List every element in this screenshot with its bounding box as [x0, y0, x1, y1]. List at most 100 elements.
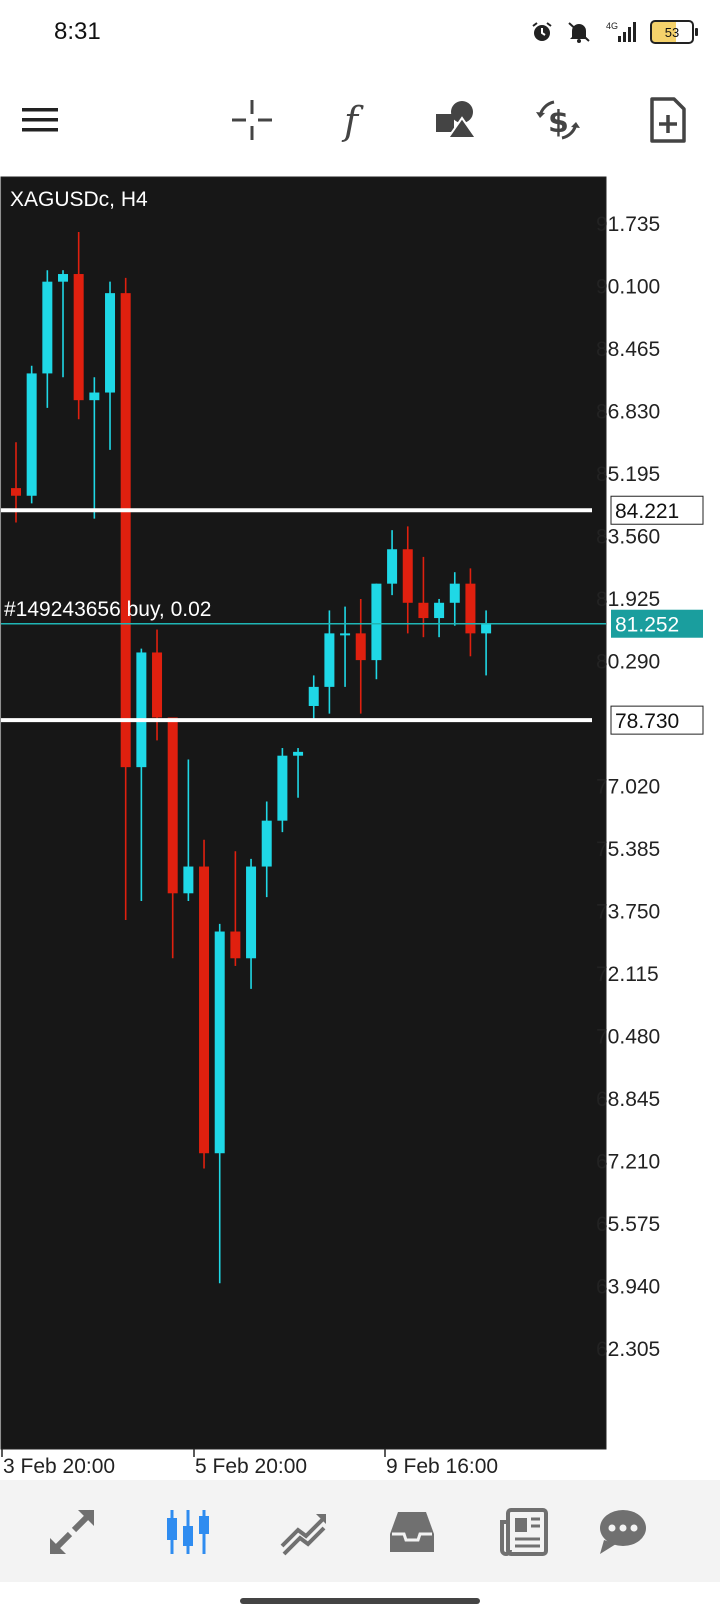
- candle-body: [371, 583, 382, 661]
- candle-body: [340, 633, 351, 636]
- price-tick-label: 90.100: [596, 276, 660, 299]
- current-price-label: 81.252: [615, 614, 679, 637]
- symbol-label: XAGUSDc, H4: [10, 188, 148, 211]
- crosshair-button[interactable]: [228, 96, 276, 144]
- price-tick-label: 80.290: [596, 651, 660, 674]
- price-tick-label: 68.845: [596, 1088, 660, 1111]
- arrows-quotes-icon: [49, 1509, 95, 1555]
- candle-body: [449, 583, 460, 603]
- candle-body: [120, 293, 131, 768]
- candle-body: [26, 373, 37, 496]
- order-label: #149243656 buy, 0.02: [4, 598, 211, 621]
- add-document-icon: [650, 97, 686, 143]
- price-tick-label: 65.575: [596, 1213, 660, 1236]
- candle-body: [105, 293, 116, 393]
- candlestick-chart-icon: [167, 1510, 209, 1554]
- network-type: 4G: [606, 21, 618, 31]
- candle-body: [152, 652, 163, 718]
- quotes-nav[interactable]: [44, 1504, 100, 1560]
- price-tick-label: 83.560: [596, 526, 660, 549]
- price-tick-label: 88.465: [596, 338, 660, 361]
- level-price-label: 78.730: [615, 710, 679, 733]
- mute-icon: [568, 22, 590, 43]
- candlestick-chart[interactable]: 91.735 90.100 88.465 86.830 85.195 83.560 81.9…: [0, 176, 720, 1480]
- price-tick-label: 81.925: [596, 588, 660, 611]
- candle-body: [324, 633, 335, 687]
- candle-body: [402, 549, 413, 603]
- hamburger-menu-icon: [22, 108, 58, 132]
- price-tick-label: 77.020: [596, 776, 660, 799]
- battery-icon: 53: [650, 20, 698, 44]
- trade-button[interactable]: $: [534, 96, 582, 144]
- candle-body: [89, 392, 100, 401]
- candle-body: [387, 549, 398, 584]
- candle-body: [214, 931, 225, 1154]
- news-nav[interactable]: [496, 1504, 552, 1560]
- candle-body: [434, 602, 445, 619]
- candle-body: [58, 274, 69, 282]
- candle-body: [481, 623, 492, 634]
- candle-body: [11, 488, 21, 496]
- price-tick-label: 86.830: [596, 401, 660, 424]
- price-tick-label: 91.735: [596, 213, 660, 236]
- level-price-box: [610, 495, 704, 525]
- status-bar: 8:31 4G 53: [0, 0, 720, 66]
- newspaper-icon: [500, 1508, 548, 1556]
- crosshair-icon: [232, 100, 272, 140]
- candle-body: [183, 866, 194, 894]
- candle-body: [293, 751, 304, 756]
- candle-body: [246, 866, 257, 959]
- price-tick-label: 85.195: [596, 463, 660, 486]
- alarm-icon: [532, 22, 552, 41]
- candle-body: [355, 633, 366, 661]
- svg-text:$: $: [548, 105, 569, 140]
- time-axis-label: 5 Feb 20:00: [195, 1455, 307, 1478]
- status-time: 8:31: [54, 18, 101, 45]
- bottom-navigation: [0, 1480, 720, 1582]
- candle-body: [136, 652, 147, 768]
- candle-body: [167, 717, 178, 894]
- time-axis-label: 3 Feb 20:00: [3, 1455, 115, 1478]
- shapes-icon: [436, 101, 478, 139]
- price-tick-label: 62.305: [596, 1338, 660, 1361]
- candle-body: [418, 602, 429, 619]
- trade-nav[interactable]: [276, 1504, 332, 1560]
- level-price-label: 84.221: [615, 500, 679, 523]
- indicators-button[interactable]: f: [330, 96, 378, 144]
- history-nav[interactable]: [384, 1504, 440, 1560]
- signal-icon: 4G: [606, 21, 636, 42]
- inbox-tray-icon: [390, 1512, 434, 1552]
- svg-text:f: f: [341, 99, 364, 142]
- battery-level: 53: [664, 24, 680, 40]
- price-tick-label: 63.940: [596, 1276, 660, 1299]
- candle-body: [42, 281, 53, 374]
- candle-body: [73, 274, 84, 401]
- messages-nav[interactable]: [594, 1504, 650, 1560]
- chart-nav[interactable]: [160, 1504, 216, 1560]
- new-order-button[interactable]: [644, 96, 692, 144]
- trend-lines-icon: [280, 1514, 326, 1556]
- dollar-refresh-icon: $: [536, 100, 580, 140]
- home-indicator[interactable]: [240, 1598, 480, 1604]
- candle-body: [199, 866, 210, 1154]
- candle-body: [465, 583, 476, 634]
- price-tick-label: 67.210: [596, 1151, 660, 1174]
- menu-button[interactable]: [16, 96, 64, 144]
- function-indicator-icon: f: [341, 99, 364, 142]
- level-price-box: [610, 705, 704, 735]
- current-price-box: [611, 609, 703, 638]
- time-axis-label: 9 Feb 16:00: [386, 1455, 498, 1478]
- candle-body: [261, 820, 272, 867]
- price-chart[interactable]: 91.735 90.100 88.465 86.830 85.195 83.560 81.9…: [0, 176, 720, 1480]
- price-tick-label: 75.385: [596, 838, 660, 861]
- chart-toolbar: f $: [0, 84, 720, 156]
- candle-body: [230, 931, 241, 959]
- candle-body: [308, 686, 319, 706]
- price-tick-label: 72.115: [596, 963, 659, 986]
- objects-button[interactable]: [432, 96, 480, 144]
- chart-background: [0, 176, 607, 1450]
- chat-bubble-icon: [600, 1510, 646, 1554]
- price-tick-label: 73.750: [596, 901, 660, 924]
- price-tick-label: 70.480: [596, 1026, 660, 1049]
- status-icons: 4G 53: [530, 20, 698, 44]
